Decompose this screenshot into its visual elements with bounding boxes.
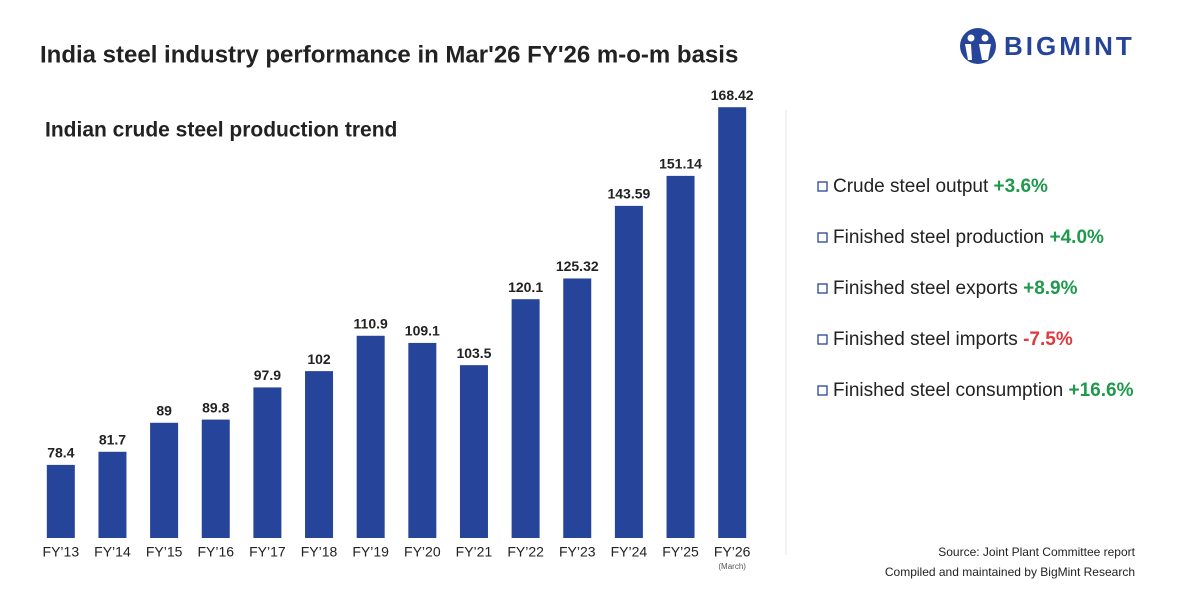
highlight: Finished steel exports +8.9% bbox=[833, 278, 1078, 299]
bar bbox=[666, 175, 695, 538]
value-label: 103.5 bbox=[456, 345, 491, 361]
bar bbox=[305, 371, 334, 538]
highlight-label: Finished steel consumption bbox=[833, 380, 1069, 401]
value-label: 109.1 bbox=[405, 323, 440, 339]
x-tick-label: FY’23 bbox=[559, 544, 596, 560]
x-tick-label: FY’24 bbox=[611, 544, 648, 560]
x-tick-label: FY’16 bbox=[197, 544, 234, 560]
bar bbox=[511, 299, 540, 538]
logo-icon bbox=[960, 28, 996, 64]
bar bbox=[614, 205, 643, 538]
value-label: 143.59 bbox=[607, 186, 650, 202]
bullet bbox=[817, 181, 828, 192]
x-tick-label: FY’21 bbox=[456, 544, 493, 560]
x-tick-label: FY’26 bbox=[714, 544, 751, 560]
bar bbox=[253, 387, 282, 538]
highlight: Finished steel imports -7.5% bbox=[833, 329, 1073, 350]
bar bbox=[563, 278, 592, 538]
x-tick-label: FY’14 bbox=[94, 544, 131, 560]
bar bbox=[408, 342, 437, 538]
highlight-value: +8.9% bbox=[1023, 278, 1078, 299]
highlight-label: Finished steel imports bbox=[833, 329, 1023, 350]
value-label: 168.42 bbox=[711, 87, 754, 103]
highlight-value: +3.6% bbox=[994, 176, 1049, 197]
x-tick-label: FY’25 bbox=[662, 544, 699, 560]
bar bbox=[201, 419, 230, 538]
highlight: Crude steel output +3.6% bbox=[833, 176, 1048, 197]
highlight-label: Finished steel production bbox=[833, 227, 1050, 248]
bar bbox=[98, 451, 127, 538]
bullet bbox=[817, 283, 828, 294]
source: Source: Joint Plant Committee report bbox=[938, 545, 1135, 559]
credit: Compiled and maintained by BigMint Resea… bbox=[885, 565, 1135, 579]
bar bbox=[150, 422, 179, 538]
highlight-value: +16.6% bbox=[1069, 380, 1134, 401]
bar bbox=[718, 107, 747, 538]
x-tick-label: FY’22 bbox=[507, 544, 544, 560]
value-label: 89.8 bbox=[202, 399, 229, 415]
bullet bbox=[817, 232, 828, 243]
value-label: 78.4 bbox=[47, 445, 74, 461]
x-tick-label: FY’13 bbox=[43, 544, 80, 560]
value-label: 151.14 bbox=[659, 156, 702, 172]
x-tick-label: FY’19 bbox=[352, 544, 389, 560]
highlight-value: -7.5% bbox=[1023, 329, 1073, 350]
x-tick-label: FY’20 bbox=[404, 544, 441, 560]
bar bbox=[459, 365, 488, 538]
x-tick-label: FY’15 bbox=[146, 544, 183, 560]
value-label: 125.32 bbox=[556, 258, 599, 274]
value-label: 81.7 bbox=[99, 431, 126, 447]
highlight-value: +4.0% bbox=[1050, 227, 1105, 248]
x-tick-label: FY’17 bbox=[249, 544, 286, 560]
chart-title: Indian crude steel production trend bbox=[45, 119, 397, 142]
value-label: 120.1 bbox=[508, 279, 543, 295]
highlight-label: Crude steel output bbox=[833, 176, 994, 197]
highlight: Finished steel consumption +16.6% bbox=[833, 380, 1134, 401]
value-label: 102 bbox=[307, 351, 331, 367]
value-label: 89 bbox=[156, 402, 172, 418]
bar bbox=[46, 464, 75, 538]
bullet bbox=[817, 385, 828, 396]
x-tick-note: (March) bbox=[718, 562, 746, 571]
brand: BIGMINT bbox=[1004, 31, 1135, 61]
x-tick-label: FY’18 bbox=[301, 544, 338, 560]
bullet bbox=[817, 334, 828, 345]
value-label: 110.9 bbox=[354, 315, 388, 331]
value-label: 97.9 bbox=[254, 367, 281, 383]
page-title: India steel industry performance in Mar'… bbox=[40, 41, 738, 68]
highlight: Finished steel production +4.0% bbox=[833, 227, 1104, 248]
bar bbox=[356, 335, 385, 538]
highlight-label: Finished steel exports bbox=[833, 278, 1023, 299]
